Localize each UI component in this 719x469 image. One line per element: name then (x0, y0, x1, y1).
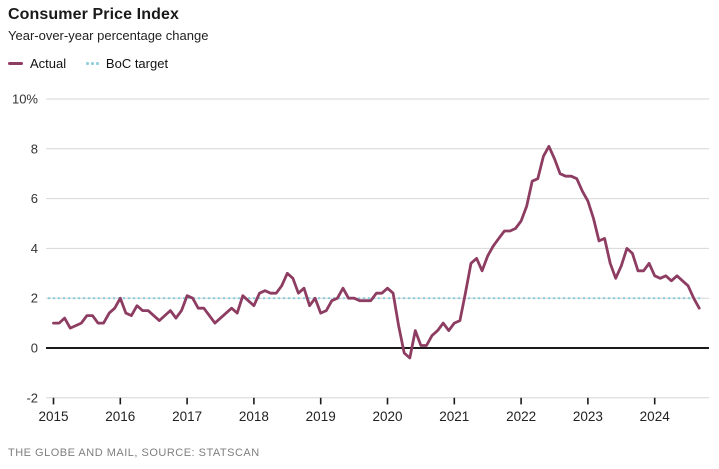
chart-title: Consumer Price Index (8, 6, 179, 23)
y-axis-tick-label: 8 (31, 141, 38, 156)
x-axis-tick-label: 2021 (439, 409, 469, 424)
x-axis-tick-label: 2022 (506, 409, 536, 424)
x-axis-tick-label: 2023 (573, 409, 603, 424)
source-credit: THE GLOBE AND MAIL, SOURCE: STATSCAN (8, 447, 260, 459)
legend-label-actual: Actual (30, 56, 67, 71)
y-axis-tick-label: 6 (31, 191, 38, 206)
legend-item-actual: Actual (8, 56, 66, 71)
y-axis-tick-label: 2 (31, 291, 38, 306)
x-axis-tick-label: 2020 (372, 409, 402, 424)
boc-target-dots-swatch-icon (86, 62, 99, 65)
y-axis-tick-label: 4 (31, 241, 38, 256)
actual-line-swatch-icon (8, 61, 23, 66)
chart-subtitle: Year-over-year percentage change (8, 28, 209, 43)
y-axis-tick-label: 10% (12, 92, 38, 107)
y-axis-tick-label: -2 (26, 390, 38, 405)
x-axis-tick-label: 2024 (640, 409, 671, 424)
x-axis-tick-label: 2018 (239, 409, 269, 424)
legend-item-boc-target: BoC target (86, 56, 168, 71)
x-axis-tick-label: 2015 (38, 409, 68, 424)
y-axis-tick-label: 0 (31, 341, 38, 356)
chart-legend: Actual BoC target (8, 56, 208, 71)
chart-header: Consumer Price Index Year-over-year perc… (8, 6, 208, 71)
x-axis-tick-label: 2017 (172, 409, 202, 424)
x-axis-tick-label: 2016 (105, 409, 135, 424)
x-axis-tick-label: 2019 (306, 409, 336, 424)
actual-cpi-line (52, 144, 701, 360)
legend-label-boc-target: BoC target (105, 56, 169, 71)
